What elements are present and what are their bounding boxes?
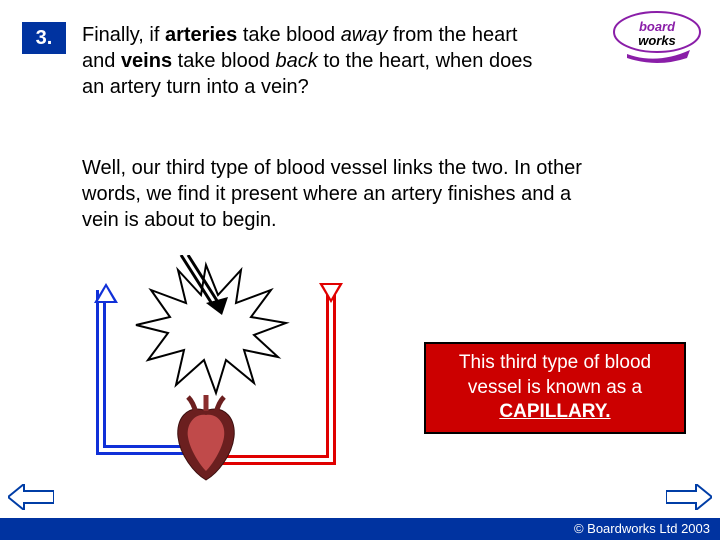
question-text: Finally, if arteries take blood away fro… bbox=[82, 22, 552, 100]
callout-capillary: CAPILLARY. bbox=[499, 401, 610, 422]
svg-text:board: board bbox=[639, 19, 676, 34]
svg-text:works: works bbox=[638, 33, 676, 48]
arrow-right-icon bbox=[666, 484, 712, 510]
boardworks-logo: board works bbox=[612, 10, 702, 65]
prev-button[interactable] bbox=[8, 484, 54, 510]
logo-text-2: works bbox=[638, 33, 676, 48]
q-part: take blood bbox=[237, 24, 340, 46]
starburst-icon bbox=[136, 265, 286, 393]
circulation-diagram bbox=[56, 255, 366, 485]
q-veins: veins bbox=[121, 50, 172, 72]
capillary-callout: This third type of blood vessel is known… bbox=[424, 342, 686, 434]
answer-text: Well, our third type of blood vessel lin… bbox=[82, 155, 582, 233]
step-number-box: 3. bbox=[22, 22, 66, 54]
copyright-text: © Boardworks Ltd 2003 bbox=[574, 521, 710, 536]
logo-text-1: board bbox=[639, 19, 676, 34]
q-part: take blood bbox=[172, 50, 275, 72]
arrow-left-icon bbox=[8, 484, 54, 510]
q-away: away bbox=[341, 24, 388, 46]
q-back: back bbox=[276, 50, 318, 72]
next-button[interactable] bbox=[666, 484, 712, 510]
footer-bar: © Boardworks Ltd 2003 bbox=[0, 518, 720, 540]
step-number: 3. bbox=[36, 27, 53, 50]
q-part: Finally, if bbox=[82, 24, 165, 46]
callout-text: This third type of blood vessel is known… bbox=[459, 352, 651, 398]
heart-icon bbox=[178, 395, 235, 480]
q-arteries: arteries bbox=[165, 24, 237, 46]
